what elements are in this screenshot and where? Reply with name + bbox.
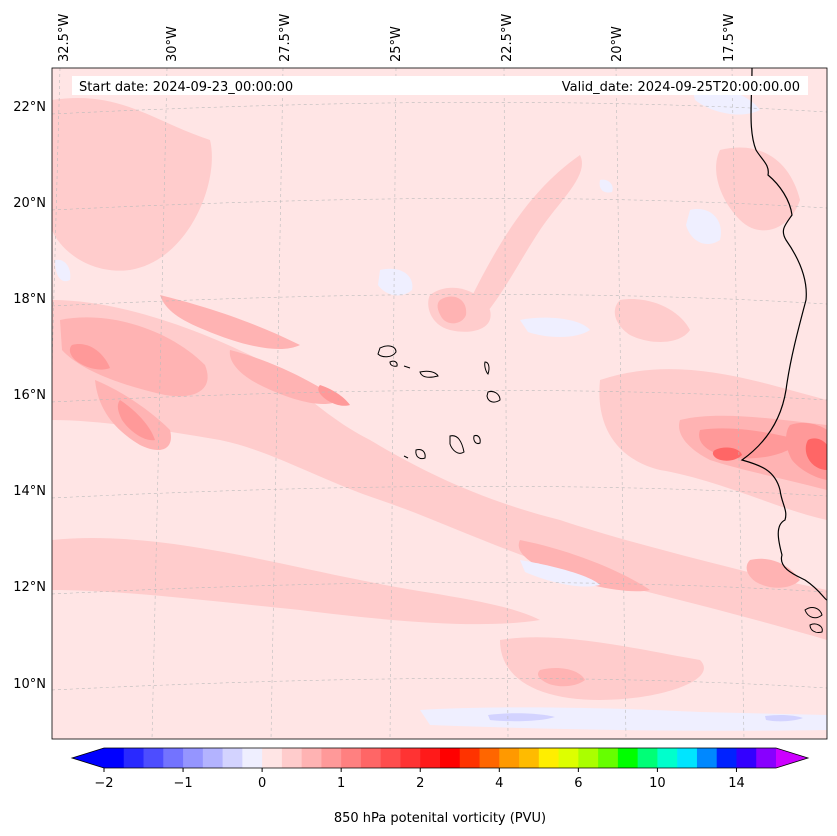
colorbar-cell	[222, 748, 243, 768]
colorbar-cell	[657, 748, 678, 768]
colorbar-cell	[123, 748, 145, 768]
colorbar-over-arrow	[776, 748, 808, 768]
colorbar-tick-label: 14	[728, 776, 745, 791]
pv-contour-core	[712, 438, 827, 470]
colorbar-cell	[459, 748, 481, 768]
colorbar-cell	[440, 748, 461, 768]
colorbar-cell	[598, 748, 619, 768]
map-frame	[51, 67, 828, 740]
colorbar-tick-label: 6	[574, 776, 582, 791]
lon-label: 22.5°W	[500, 14, 515, 62]
colorbar-cell	[637, 748, 659, 768]
colorbar-cell	[183, 748, 204, 768]
colorbar-cell	[538, 748, 560, 768]
colorbar-tick-label: −2	[94, 776, 113, 791]
lat-label: 14°N	[13, 484, 46, 499]
graticule	[52, 68, 827, 739]
lon-label: 32.5°W	[57, 14, 72, 62]
latitude-labels: 22°N 20°N 18°N 16°N 14°N 12°N 10°N	[13, 100, 46, 692]
colorbar-cell	[262, 748, 283, 768]
lat-label: 18°N	[13, 292, 46, 307]
colorbar-under-arrow	[72, 748, 104, 768]
colorbar-cell	[380, 748, 402, 768]
lat-label: 16°N	[13, 388, 46, 403]
lat-label: 22°N	[13, 100, 46, 115]
colorbar-cell	[578, 748, 599, 768]
pv-contour-negative-dark	[488, 713, 803, 722]
colorbar-cell	[479, 748, 500, 768]
lon-label: 30°W	[165, 26, 180, 62]
colorbar-cell	[202, 748, 224, 768]
valid-date-text: Valid_date: 2024-09-25T20:00:00.00	[562, 80, 800, 95]
colorbar-cell	[420, 748, 441, 768]
colorbar-cell	[519, 748, 540, 768]
colorbar-label: 850 hPa potenital vorticity (PVU)	[334, 811, 546, 826]
colorbar-cell	[281, 748, 303, 768]
colorbar-cell	[696, 748, 718, 768]
lon-label: 17.5°W	[722, 14, 737, 62]
longitude-labels: 32.5°W 30°W 27.5°W 25°W 22.5°W 20°W 17.5…	[57, 14, 737, 62]
colorbar-cell	[242, 748, 263, 768]
coastline-cabo-verde	[377, 345, 501, 460]
header-box	[72, 76, 808, 95]
colorbar-cell	[321, 748, 342, 768]
colorbar-cell	[341, 748, 362, 768]
colorbar-cell	[400, 748, 421, 768]
colorbar-tick-label: 1	[337, 776, 345, 791]
colorbar-tick-label: 2	[416, 776, 424, 791]
lon-label: 20°W	[610, 26, 625, 62]
pv-contour-light	[52, 98, 827, 700]
lat-label: 20°N	[13, 196, 46, 211]
colorbar-cell	[301, 748, 323, 768]
colorbar-cell	[143, 748, 164, 768]
colorbar: −2 −1 0 1 2 4 6 10 14 850 hPa potenital vorticit…	[70, 747, 810, 826]
pv-field	[52, 68, 827, 739]
lon-label: 25°W	[389, 26, 404, 62]
start-date-text: Start date: 2024-09-23_00:00:00	[79, 80, 293, 95]
pv-contour-negative	[55, 80, 827, 731]
lon-label: 27.5°W	[278, 14, 293, 62]
colorbar-tick-label: −1	[173, 776, 192, 791]
lat-label: 10°N	[13, 677, 46, 692]
colorbar-cell	[756, 748, 777, 768]
lat-label: 12°N	[13, 580, 46, 595]
colorbar-cell	[360, 748, 382, 768]
colorbar-cell	[736, 748, 757, 768]
colorbar-tick-label: 10	[649, 776, 666, 791]
coastline-bijagos	[804, 607, 823, 633]
colorbar-tick-label: 4	[495, 776, 503, 791]
colorbar-ticks: −2 −1 0 1 2 4 6 10 14	[94, 768, 745, 791]
colorbar-cell	[617, 748, 639, 768]
coastline-africa	[740, 68, 827, 601]
colorbar-cell	[163, 748, 184, 768]
colorbar-cell	[677, 748, 698, 768]
colorbar-cell	[558, 748, 579, 768]
colorbar-cells	[104, 748, 777, 768]
colorbar-cell	[716, 748, 738, 768]
colorbar-cell	[104, 748, 125, 768]
colorbar-cell	[499, 748, 520, 768]
colorbar-tick-label: 0	[258, 776, 266, 791]
